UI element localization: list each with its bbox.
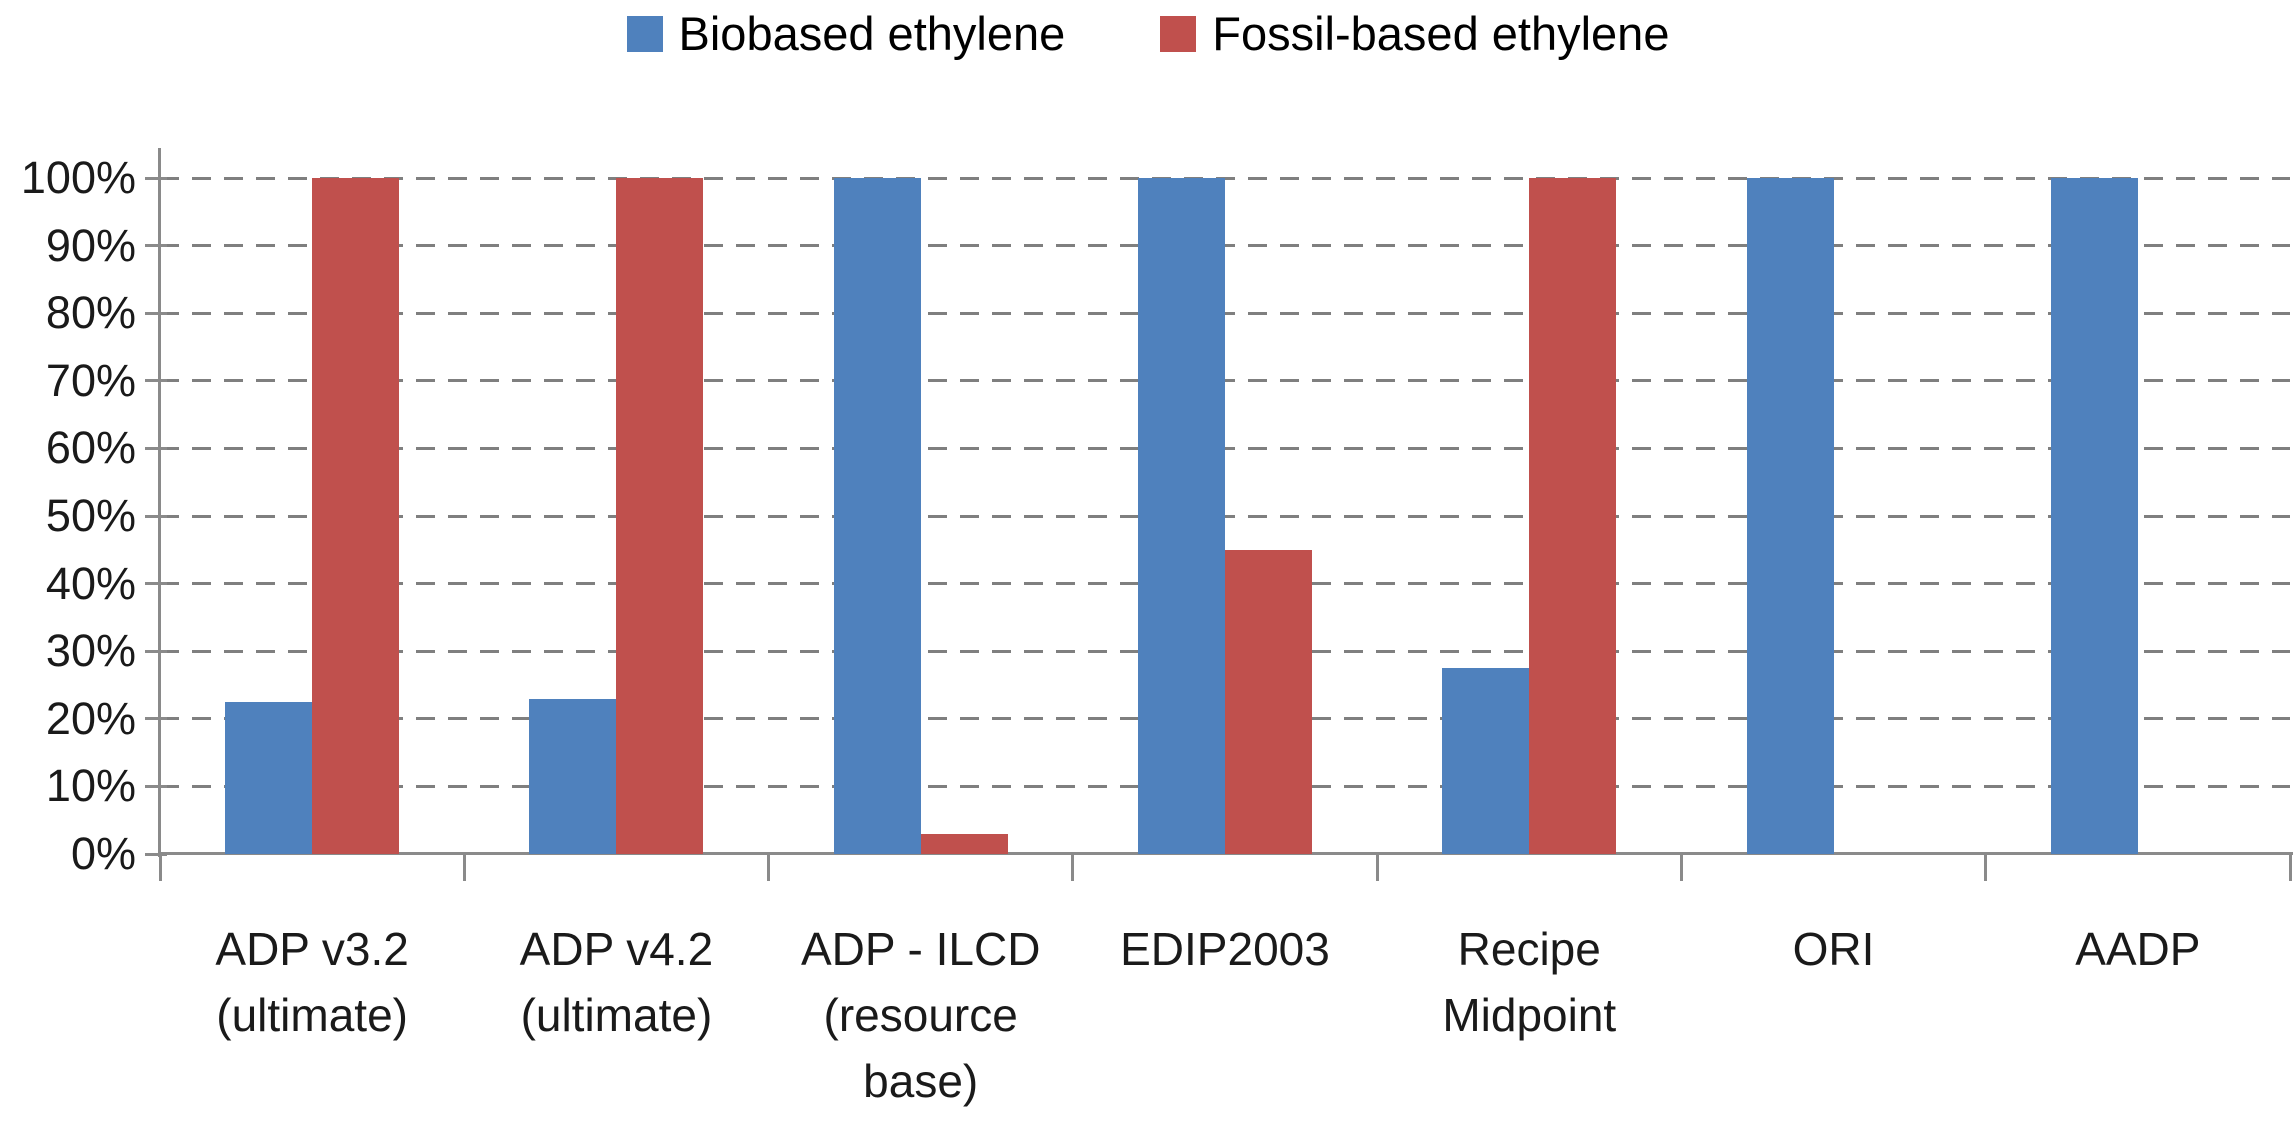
legend: Biobased ethylene Fossil-based ethylene [0,6,2296,62]
gridline-90 [160,244,2290,248]
category-slot-6 [1986,178,2290,854]
x-tick-mark [462,854,466,881]
bar-biobased-1 [529,698,617,854]
category-slot-4 [1377,178,1681,854]
category-label-2: ADP - ILCD (resource base) [800,923,1041,1107]
y-axis-line [158,148,161,857]
y-tick-mark [145,379,167,383]
bar-fossil-3 [1224,549,1312,854]
gridline-50 [160,514,2290,518]
legend-swatch-fossil-icon [1160,16,1197,52]
x-axis-labels: ADP v3.2 (ultimate) ADP v4.2 (ultimate) AD… [160,916,2290,1114]
y-tick-mark [145,244,167,248]
bar-biobased-5 [1746,178,1834,854]
gridline-60 [160,446,2290,450]
x-tick-mark [767,854,771,881]
x-tick-mark [1984,854,1988,881]
category-label-6: AADP [2075,923,2201,975]
category-label-0: ADP v3.2 (ultimate) [215,923,409,1041]
bar-fossil-1 [616,178,704,854]
y-tick-label-100: 100% [20,152,136,203]
category-label-1: ADP v4.2 (ultimate) [519,923,714,1041]
legend-label-fossil: Fossil-based ethylene [1212,7,1670,60]
y-tick-mark [145,649,167,653]
bar-biobased-3 [1137,178,1225,854]
bar-biobased-2 [833,178,921,854]
y-tick-label-90: 90% [45,219,136,271]
y-tick-label-50: 50% [45,490,136,541]
legend-label-biobased: Biobased ethylene [678,7,1066,60]
x-tick-mark [1375,854,1379,881]
x-tick-mark [1679,854,1683,881]
category-slot-3 [1073,178,1377,854]
y-tick-mark [145,311,167,315]
y-tick-label-30: 30% [45,625,136,677]
y-tick-label-80: 80% [45,287,136,339]
y-tick-mark [145,514,167,518]
bar-biobased-0 [225,701,313,854]
bar-biobased-4 [1442,668,1530,854]
bar-fossil-2 [920,833,1008,854]
legend-item-biobased: Biobased ethylene [626,6,1066,62]
category-slot-2 [769,178,1073,854]
category-label-5: ORI [1792,923,1875,975]
y-tick-label-60: 60% [45,422,136,474]
y-axis-labels: 0% 10% 20% 30% 40% 50% 60% 70% 80% 90% 100% [0,0,136,1129]
gridline-80 [160,311,2290,315]
category-slot-5 [1681,178,1985,854]
y-tick-mark [145,446,167,450]
gridline-100 [160,176,2290,180]
x-tick-mark [158,854,162,881]
category-label-3: EDIP2003 [1120,923,1330,975]
x-tick-mark [1071,854,1075,881]
bar-biobased-6 [2050,178,2138,854]
y-tick-label-70: 70% [45,354,136,406]
y-tick-mark [145,852,167,856]
gridline-70 [160,379,2290,383]
bar-fossil-4 [1529,178,1617,854]
y-tick-mark [145,176,167,180]
category-slot-0 [160,178,464,854]
x-tick-mark [2288,854,2292,881]
y-tick-mark [145,582,167,586]
y-tick-mark [145,784,167,788]
legend-swatch-biobased-icon [626,16,663,52]
legend-item-fossil: Fossil-based ethylene [1160,6,1669,62]
bar-fossil-0 [312,178,400,854]
category-label-4: Recipe Midpoint [1442,923,1617,1041]
y-tick-label-40: 40% [45,557,136,609]
y-tick-label-20: 20% [45,692,136,744]
y-tick-label-10: 10% [45,760,136,812]
category-slot-1 [464,178,768,854]
y-tick-label-0: 0% [70,828,136,879]
plot-area [160,176,2290,854]
y-tick-mark [145,717,167,721]
